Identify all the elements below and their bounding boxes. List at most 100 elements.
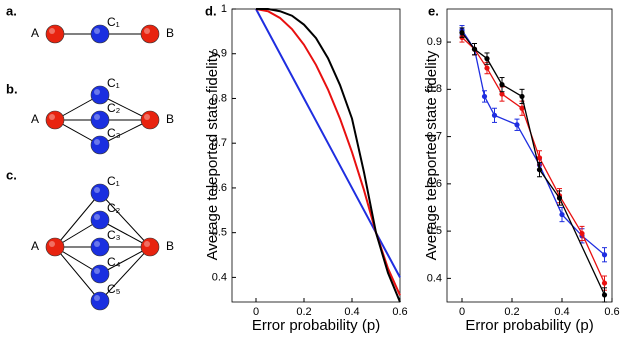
node-label: C₁ xyxy=(107,15,120,29)
edge xyxy=(99,219,151,248)
node-highlight xyxy=(94,268,100,274)
edge xyxy=(99,192,151,248)
node xyxy=(90,237,110,257)
node-highlight xyxy=(94,241,100,247)
x-axis-label: Error probability (p) xyxy=(465,317,593,334)
x-tick-label: 0.6 xyxy=(604,306,619,318)
data-point xyxy=(484,65,490,71)
data-point xyxy=(519,93,525,100)
data-point xyxy=(579,230,585,237)
series-line xyxy=(461,36,606,284)
data-point xyxy=(484,56,490,62)
data-point xyxy=(491,112,498,118)
panel-label: b. xyxy=(6,81,18,96)
x-tick-label: 0.2 xyxy=(296,306,311,318)
node xyxy=(90,183,110,203)
data-point xyxy=(459,30,465,36)
node-highlight xyxy=(49,114,55,120)
y-tick-label: 0.4 xyxy=(212,271,227,283)
node-highlight xyxy=(49,28,55,34)
panel-label: a. xyxy=(6,3,17,18)
node-label: C₂ xyxy=(107,201,121,215)
node-label: A xyxy=(31,112,39,126)
x-tick-label: 0.6 xyxy=(392,306,407,318)
data-point xyxy=(499,82,505,88)
node-highlight xyxy=(94,114,100,120)
edge xyxy=(54,246,101,302)
data-point xyxy=(559,211,565,218)
node xyxy=(90,264,110,284)
node-highlight xyxy=(49,241,55,247)
node-highlight xyxy=(94,187,100,193)
y-tick-label: 0.5 xyxy=(427,225,442,237)
x-tick-label: 0.4 xyxy=(344,306,359,318)
node xyxy=(90,135,110,155)
y-tick-label: 0.9 xyxy=(427,36,442,48)
edge xyxy=(99,94,151,121)
data-point xyxy=(556,195,563,201)
node-label: A xyxy=(31,239,39,253)
data-point xyxy=(601,292,608,298)
panel-label: c. xyxy=(6,167,17,182)
data-point xyxy=(601,280,608,286)
y-axis-label: Average teleported state fidelity xyxy=(204,50,221,260)
plot-frame xyxy=(446,8,613,303)
node-label: B xyxy=(166,239,174,253)
x-tick-label: 0 xyxy=(253,306,259,318)
series-line xyxy=(255,8,401,296)
panel-label: e. xyxy=(428,3,439,18)
y-tick-label: 0.4 xyxy=(427,272,442,284)
y-tick-label: 1 xyxy=(221,3,227,15)
data-point xyxy=(536,167,543,173)
x-axis-label: Error probability (p) xyxy=(252,317,380,334)
y-tick-label: 0.9 xyxy=(212,48,227,60)
series-line xyxy=(461,32,606,296)
node-highlight xyxy=(144,28,150,34)
node-label: C₃ xyxy=(107,228,121,242)
y-tick-label: 0.5 xyxy=(212,227,227,239)
node-label: C₃ xyxy=(107,126,121,140)
node xyxy=(90,85,110,105)
data-point xyxy=(481,93,488,100)
node-label: C₄ xyxy=(107,255,121,269)
node-label: B xyxy=(166,26,174,40)
data-point xyxy=(601,252,608,258)
data-point xyxy=(471,46,478,52)
node-label: C₁ xyxy=(107,76,120,90)
data-point xyxy=(499,91,505,97)
node-highlight xyxy=(144,114,150,120)
data-point xyxy=(514,122,520,128)
node-highlight xyxy=(144,241,150,247)
node xyxy=(140,110,160,130)
y-tick-label: 0.7 xyxy=(427,131,442,143)
y-tick-label: 0.8 xyxy=(212,92,227,104)
data-point xyxy=(536,155,543,161)
node-label: C₅ xyxy=(107,282,121,296)
y-tick-label: 0.6 xyxy=(212,182,227,194)
node-highlight xyxy=(94,89,100,95)
node xyxy=(140,24,160,44)
edge xyxy=(99,246,151,275)
y-tick-label: 0.6 xyxy=(427,178,442,190)
node xyxy=(45,24,65,44)
node-label: C₁ xyxy=(107,174,120,188)
y-axis-label: Average teleported state fidelity xyxy=(423,50,440,260)
edge xyxy=(54,192,101,248)
node xyxy=(90,24,110,44)
edge xyxy=(99,119,151,146)
node-highlight xyxy=(94,214,100,220)
x-tick-label: 0.4 xyxy=(554,306,569,318)
node-highlight xyxy=(94,139,100,145)
node-label: A xyxy=(31,26,39,40)
y-tick-label: 0.7 xyxy=(212,137,227,149)
data-point xyxy=(519,105,525,111)
node xyxy=(45,237,65,257)
y-tick-label: 0.8 xyxy=(427,83,442,95)
x-tick-label: 0 xyxy=(459,306,465,318)
node xyxy=(45,110,65,130)
series-line xyxy=(256,8,401,303)
node xyxy=(90,210,110,230)
node-highlight xyxy=(94,295,100,301)
